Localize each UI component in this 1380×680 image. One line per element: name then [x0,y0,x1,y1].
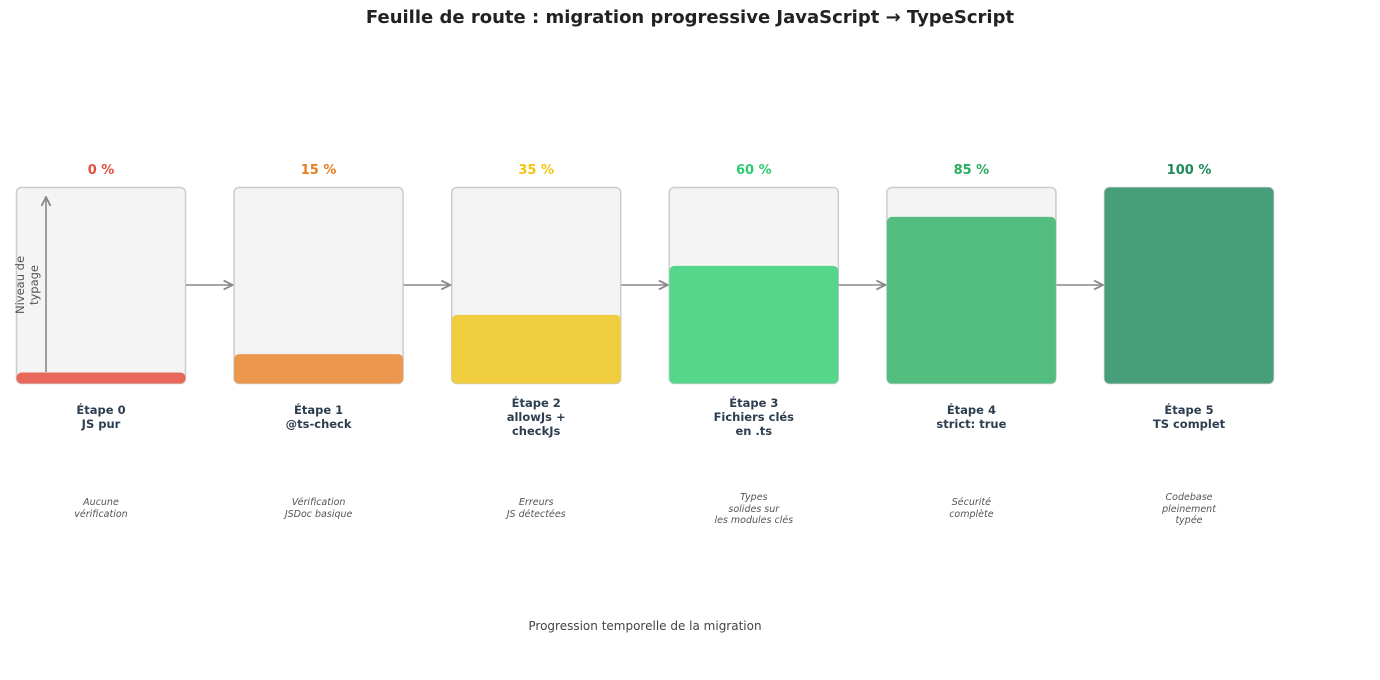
step-name: Étape 5 TS complet [1152,403,1226,431]
step-percent-label: 35 % [518,163,555,178]
step-box-0 [15,186,187,385]
step-description: Aucune vérification [74,497,128,520]
x-axis-label: Progression temporelle de la migration [528,619,762,633]
step-name: Étape 1 @ts-check [285,403,352,431]
step-fill-bar-2 [451,314,621,384]
step-description: Vérification JSDoc basique [284,497,353,520]
step-name: Étape 3 Fichiers clés en .ts [713,396,795,438]
step-fill-bar-1 [234,354,404,384]
step-percent-label: 85 % [953,163,990,178]
y-axis-label: Niveau de typage [13,255,41,315]
step-name: Étape 4 strict: true [936,403,1007,431]
step-description: Types solides sur les modules clés [714,492,794,526]
step-percent-label: 100 % [1166,163,1212,178]
step-name: Étape 2 allowJs + checkJs [506,396,566,438]
step-name: Étape 0 JS pur [76,403,126,431]
step-fill-bar-5 [1104,187,1274,384]
step-fill-bar-4 [886,216,1056,384]
step-percent-label: 0 % [87,163,115,178]
step-percent-label: 60 % [735,163,772,178]
step-description: Codebase pleinement typée [1162,492,1216,526]
step-description: Sécurité complète [949,497,994,520]
page-title: Feuille de route : migration progressive… [365,7,1015,28]
step-percent-label: 15 % [300,163,337,178]
step-fill-bar-0 [16,372,186,384]
step-description: Erreurs JS détectées [506,497,566,520]
step-fill-bar-3 [669,265,839,384]
